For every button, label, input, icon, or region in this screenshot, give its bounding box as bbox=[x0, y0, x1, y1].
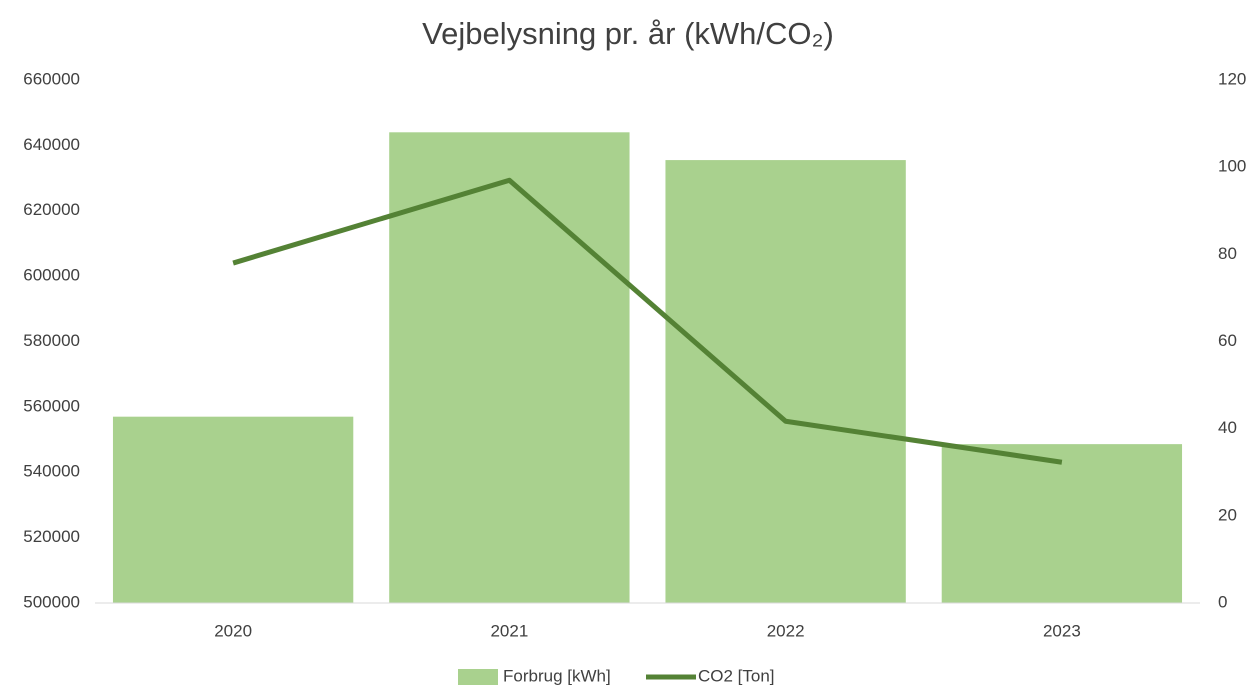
y-tick-label: 640000 bbox=[23, 135, 80, 154]
x-tick-label: 2023 bbox=[1043, 621, 1081, 640]
legend-swatch bbox=[458, 669, 498, 685]
bar bbox=[941, 444, 1183, 603]
y2-tick-label: 60 bbox=[1218, 331, 1237, 350]
y2-tick-label: 40 bbox=[1218, 418, 1237, 437]
y-tick-label: 580000 bbox=[23, 331, 80, 350]
x-tick-label: 2022 bbox=[767, 621, 805, 640]
legend-label: CO2 [Ton] bbox=[698, 666, 775, 685]
x-tick-label: 2021 bbox=[490, 621, 528, 640]
chart-title: Vejbelysning pr. år (kWh/CO₂) bbox=[422, 16, 834, 51]
y2-tick-label: 100 bbox=[1218, 157, 1246, 176]
y-tick-label: 540000 bbox=[23, 462, 80, 481]
y-tick-label: 600000 bbox=[23, 266, 80, 285]
bar bbox=[112, 416, 354, 603]
y-tick-label: 620000 bbox=[23, 200, 80, 219]
y2-tick-label: 80 bbox=[1218, 244, 1237, 263]
y2-tick-label: 120 bbox=[1218, 69, 1246, 88]
y-tick-label: 560000 bbox=[23, 396, 80, 415]
legend-label: Forbrug [kWh] bbox=[503, 666, 611, 685]
y-tick-label: 500000 bbox=[23, 592, 80, 611]
y2-tick-label: 20 bbox=[1218, 505, 1237, 524]
y-tick-label: 520000 bbox=[23, 527, 80, 546]
bar bbox=[665, 160, 906, 603]
y-tick-label: 660000 bbox=[23, 69, 80, 88]
bar bbox=[389, 132, 630, 604]
line bbox=[232, 177, 1063, 465]
y2-tick-label: 0 bbox=[1218, 592, 1227, 611]
x-tick-label: 2020 bbox=[214, 621, 252, 640]
